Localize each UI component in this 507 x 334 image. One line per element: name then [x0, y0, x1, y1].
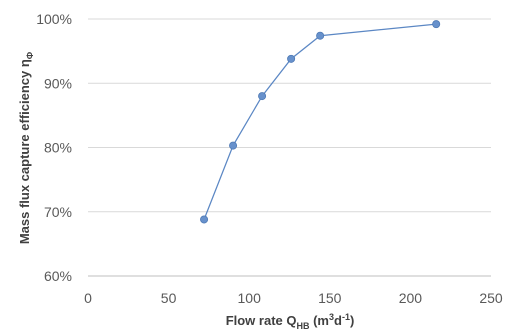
x-axis-title-unit-mid: d	[334, 313, 342, 328]
x-tick-label-0: 0	[84, 290, 92, 306]
data-point-0	[200, 215, 209, 224]
y-tick-label-3: 90%	[44, 75, 72, 91]
x-axis-title-main: Flow rate Q	[226, 313, 297, 328]
data-point-1	[229, 141, 238, 150]
x-tick-label-5: 250	[479, 290, 503, 306]
x-tick-label-1: 50	[161, 290, 177, 306]
x-axis-title: Flow rate QHB (m3d-1)	[226, 312, 355, 331]
x-axis-title-sub: HB	[296, 321, 309, 331]
x-axis-title-unit-sup2: -1	[342, 312, 350, 322]
x-axis-title-unit-post: )	[350, 313, 354, 328]
data-point-2	[258, 92, 267, 101]
y-tick-label-1: 70%	[44, 204, 72, 220]
x-axis-ticks: 0 50 100 150 200 250	[84, 290, 503, 306]
gridlines	[88, 18, 491, 213]
y-axis-title-sub: Φ	[25, 51, 35, 59]
x-tick-label-4: 200	[399, 290, 423, 306]
series-line	[203, 23, 437, 220]
y-tick-label-4: 100%	[36, 11, 72, 27]
data-point-4	[316, 31, 325, 40]
x-tick-label-3: 150	[318, 290, 342, 306]
x-tick-label-2: 100	[238, 290, 262, 306]
y-axis-title-main: Mass flux capture efficiency η	[17, 59, 32, 244]
y-tick-label-0: 60%	[44, 268, 72, 284]
data-point-5	[432, 20, 441, 29]
y-axis-title: Mass flux capture efficiency ηΦ	[17, 51, 35, 244]
x-axis-title-unit-sup1: 3	[329, 312, 334, 322]
series-0	[200, 20, 441, 224]
y-axis-ticks: 60% 70% 80% 90% 100%	[36, 11, 72, 284]
y-tick-label-2: 80%	[44, 140, 72, 156]
data-point-3	[287, 54, 296, 63]
x-axis-title-unit-pre: (m	[309, 313, 329, 328]
